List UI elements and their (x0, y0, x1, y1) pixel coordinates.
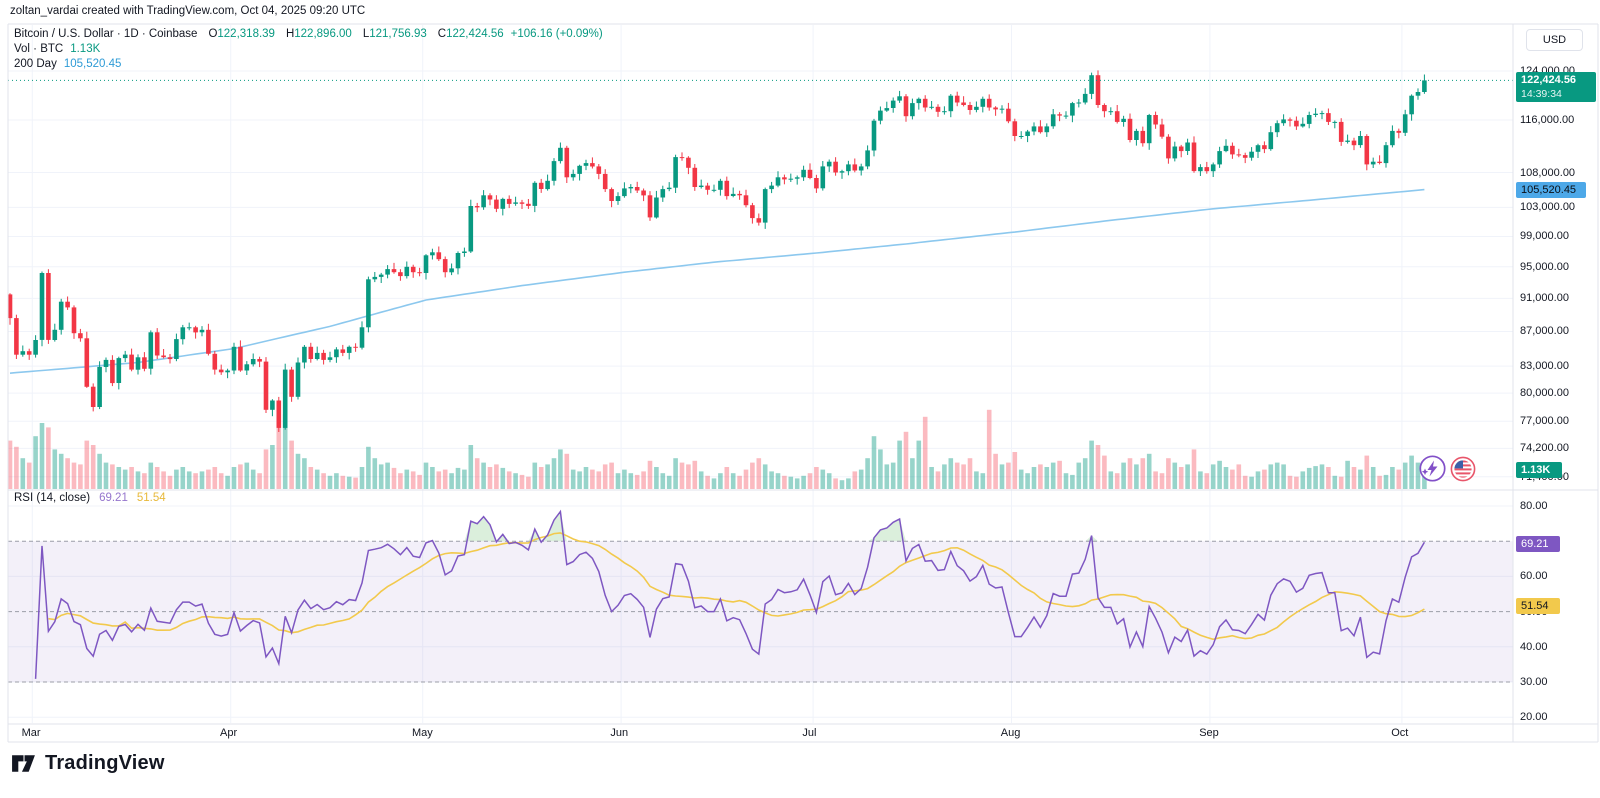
footer-brand[interactable]: TradingView (10, 750, 165, 777)
change-value: +106.16 (+0.09%) (510, 28, 603, 40)
price-axis-label: 99,000.00 (1520, 230, 1569, 242)
rsi-legend-row[interactable]: RSI (14, close) 69.21 51.54 (14, 492, 166, 504)
currency-toggle-button[interactable]: USD (1526, 29, 1583, 51)
volume-legend-row[interactable]: Vol · BTC 1.13K (14, 42, 603, 57)
ma200-label: 200 Day (14, 58, 57, 70)
rsi-ma-axis-badge: 51.54 (1516, 598, 1560, 614)
time-axis-label: Oct (1391, 727, 1409, 739)
time-axis-label: Apr (220, 727, 238, 739)
price-axis-label: 74,200.00 (1520, 442, 1569, 454)
time-axis-label: Aug (1000, 727, 1021, 739)
open-label: O (208, 28, 218, 40)
time-axis-label: Jun (610, 727, 629, 739)
rsi-title: RSI (14, close) (14, 492, 91, 504)
bar-countdown: 14:39:34 (1521, 88, 1562, 100)
tradingview-logo-icon (12, 755, 35, 772)
ma200-axis-badge: 105,520.45 (1516, 182, 1586, 198)
time-axis-label: Jul (802, 727, 817, 739)
rsi-axis-badge: 69.21 (1516, 536, 1560, 552)
close-label: C (437, 28, 447, 40)
open-value: 122,318.39 (217, 28, 275, 40)
time-axis-label: May (412, 727, 433, 739)
ma200-value: 105,520.45 (63, 58, 122, 70)
last-price-value: 122,424.56 (1521, 74, 1577, 86)
price-axis-label: 95,000.00 (1520, 261, 1569, 273)
rsi-axis-label: 80.00 (1520, 500, 1548, 512)
ma200-legend-row[interactable]: 200 Day 105,520.45 (14, 57, 603, 72)
time-axis-label: Mar (21, 727, 41, 739)
price-axis-label: 103,000.00 (1520, 201, 1576, 213)
volume-label: Vol · BTC (14, 43, 64, 55)
high-value: 122,896.00 (294, 28, 352, 40)
last-price-badge: 122,424.56 14:39:34 (1516, 72, 1596, 102)
tradingview-logo-text: TradingView (45, 752, 165, 774)
price-axis-label: 77,000.00 (1520, 415, 1569, 427)
price-axis-label: 108,000.00 (1520, 167, 1576, 179)
rsi-axis-label: 60.00 (1520, 570, 1548, 582)
price-axis-label: 116,000.00 (1520, 114, 1575, 126)
price-axis-label: 87,000.00 (1520, 325, 1569, 337)
low-label: L (362, 28, 370, 40)
close-value: 122,424.56 (446, 28, 504, 40)
price-axis-label: 91,000.00 (1520, 292, 1569, 304)
time-axis-label: Sep (1199, 727, 1219, 739)
low-value: 121,756.93 (369, 28, 427, 40)
rsi-axis-label: 30.00 (1520, 676, 1548, 688)
high-label: H (285, 28, 295, 40)
rsi-value: 69.21 (99, 492, 128, 504)
symbol-legend-row[interactable]: Bitcoin / U.S. Dollar · 1D · Coinbase O1… (14, 27, 603, 42)
flash-boost-icon[interactable] (1418, 454, 1447, 483)
rsi-ma-value: 51.54 (136, 492, 166, 504)
price-axis-label: 80,000.00 (1520, 387, 1569, 399)
rsi-axis-label: 20.00 (1520, 711, 1548, 723)
volume-value: 1.13K (70, 43, 101, 55)
symbol-title: Bitcoin / U.S. Dollar · 1D · Coinbase (14, 28, 198, 40)
attribution-watermark: zoltan_vardai created with TradingView.c… (10, 5, 366, 17)
chart-legend: Bitcoin / U.S. Dollar · 1D · Coinbase O1… (14, 27, 603, 72)
volume-axis-badge: 1.13K (1516, 462, 1562, 478)
rsi-axis-label: 40.00 (1520, 641, 1548, 653)
us-flag-icon[interactable] (1450, 456, 1476, 482)
price-axis-label: 83,000.00 (1520, 360, 1569, 372)
